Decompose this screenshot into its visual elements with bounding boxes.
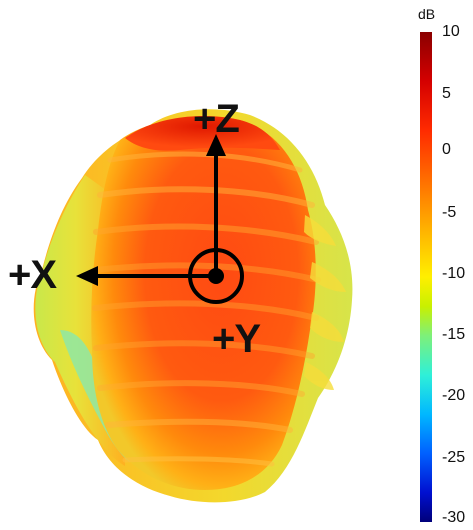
- colorbar: [420, 32, 432, 522]
- x-axis-label: +X: [8, 253, 57, 297]
- z-axis-label: +Z: [193, 97, 240, 141]
- pattern-top-crown: [125, 116, 280, 151]
- axis-system: [76, 134, 244, 304]
- y-axis-dot: [208, 268, 224, 284]
- colorbar-tick: -20: [442, 387, 466, 404]
- colorbar-tick: 10: [442, 23, 460, 40]
- colorbar-unit-label: dB: [418, 6, 436, 22]
- colorbar-tick: -25: [442, 449, 466, 466]
- pattern-main-lobe: [91, 116, 316, 490]
- colorbar-tick: -15: [442, 326, 466, 343]
- y-axis-label: +Y: [212, 317, 261, 361]
- radiation-pattern-plot: [33, 109, 353, 503]
- colorbar-tick: -10: [442, 265, 466, 282]
- z-axis-arrowhead: [206, 134, 226, 156]
- colorbar-tick: 0: [442, 141, 451, 158]
- x-axis-arrowhead: [76, 266, 98, 286]
- colorbar-tick: -30: [442, 509, 466, 526]
- y-axis-out-of-page-symbol: [188, 248, 244, 304]
- colorbar-tick: -5: [442, 204, 457, 221]
- colorbar-tick: 5: [442, 85, 451, 102]
- pattern-right-edge: [304, 215, 346, 390]
- pattern-ridges: [92, 151, 321, 467]
